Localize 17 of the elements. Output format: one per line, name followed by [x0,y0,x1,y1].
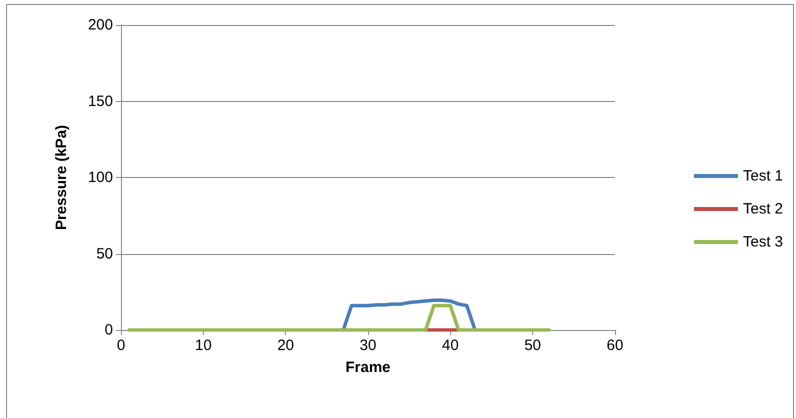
x-axis-title: Frame [345,359,391,376]
x-tick-label: 30 [360,337,376,354]
y-tick-label: 150 [88,92,113,110]
legend-label: Test 1 [742,168,784,184]
y-tick-label: 0 [104,322,113,338]
legend-label: Test 2 [742,200,784,218]
x-tick-label: 0 [116,337,126,354]
y-tick-label: 100 [88,169,113,186]
y-axis-title: Pressure (kPa) [53,124,70,230]
legend-label: Test 3 [742,234,784,250]
x-tick-label: 40 [442,337,459,354]
x-tick-label: 20 [277,337,294,354]
y-tick-label: 200 [88,16,113,34]
x-tick-label: 10 [194,337,212,354]
y-tick-label: 50 [96,245,113,262]
x-tick-label: 60 [606,337,624,354]
x-tick-label: 50 [524,337,542,354]
